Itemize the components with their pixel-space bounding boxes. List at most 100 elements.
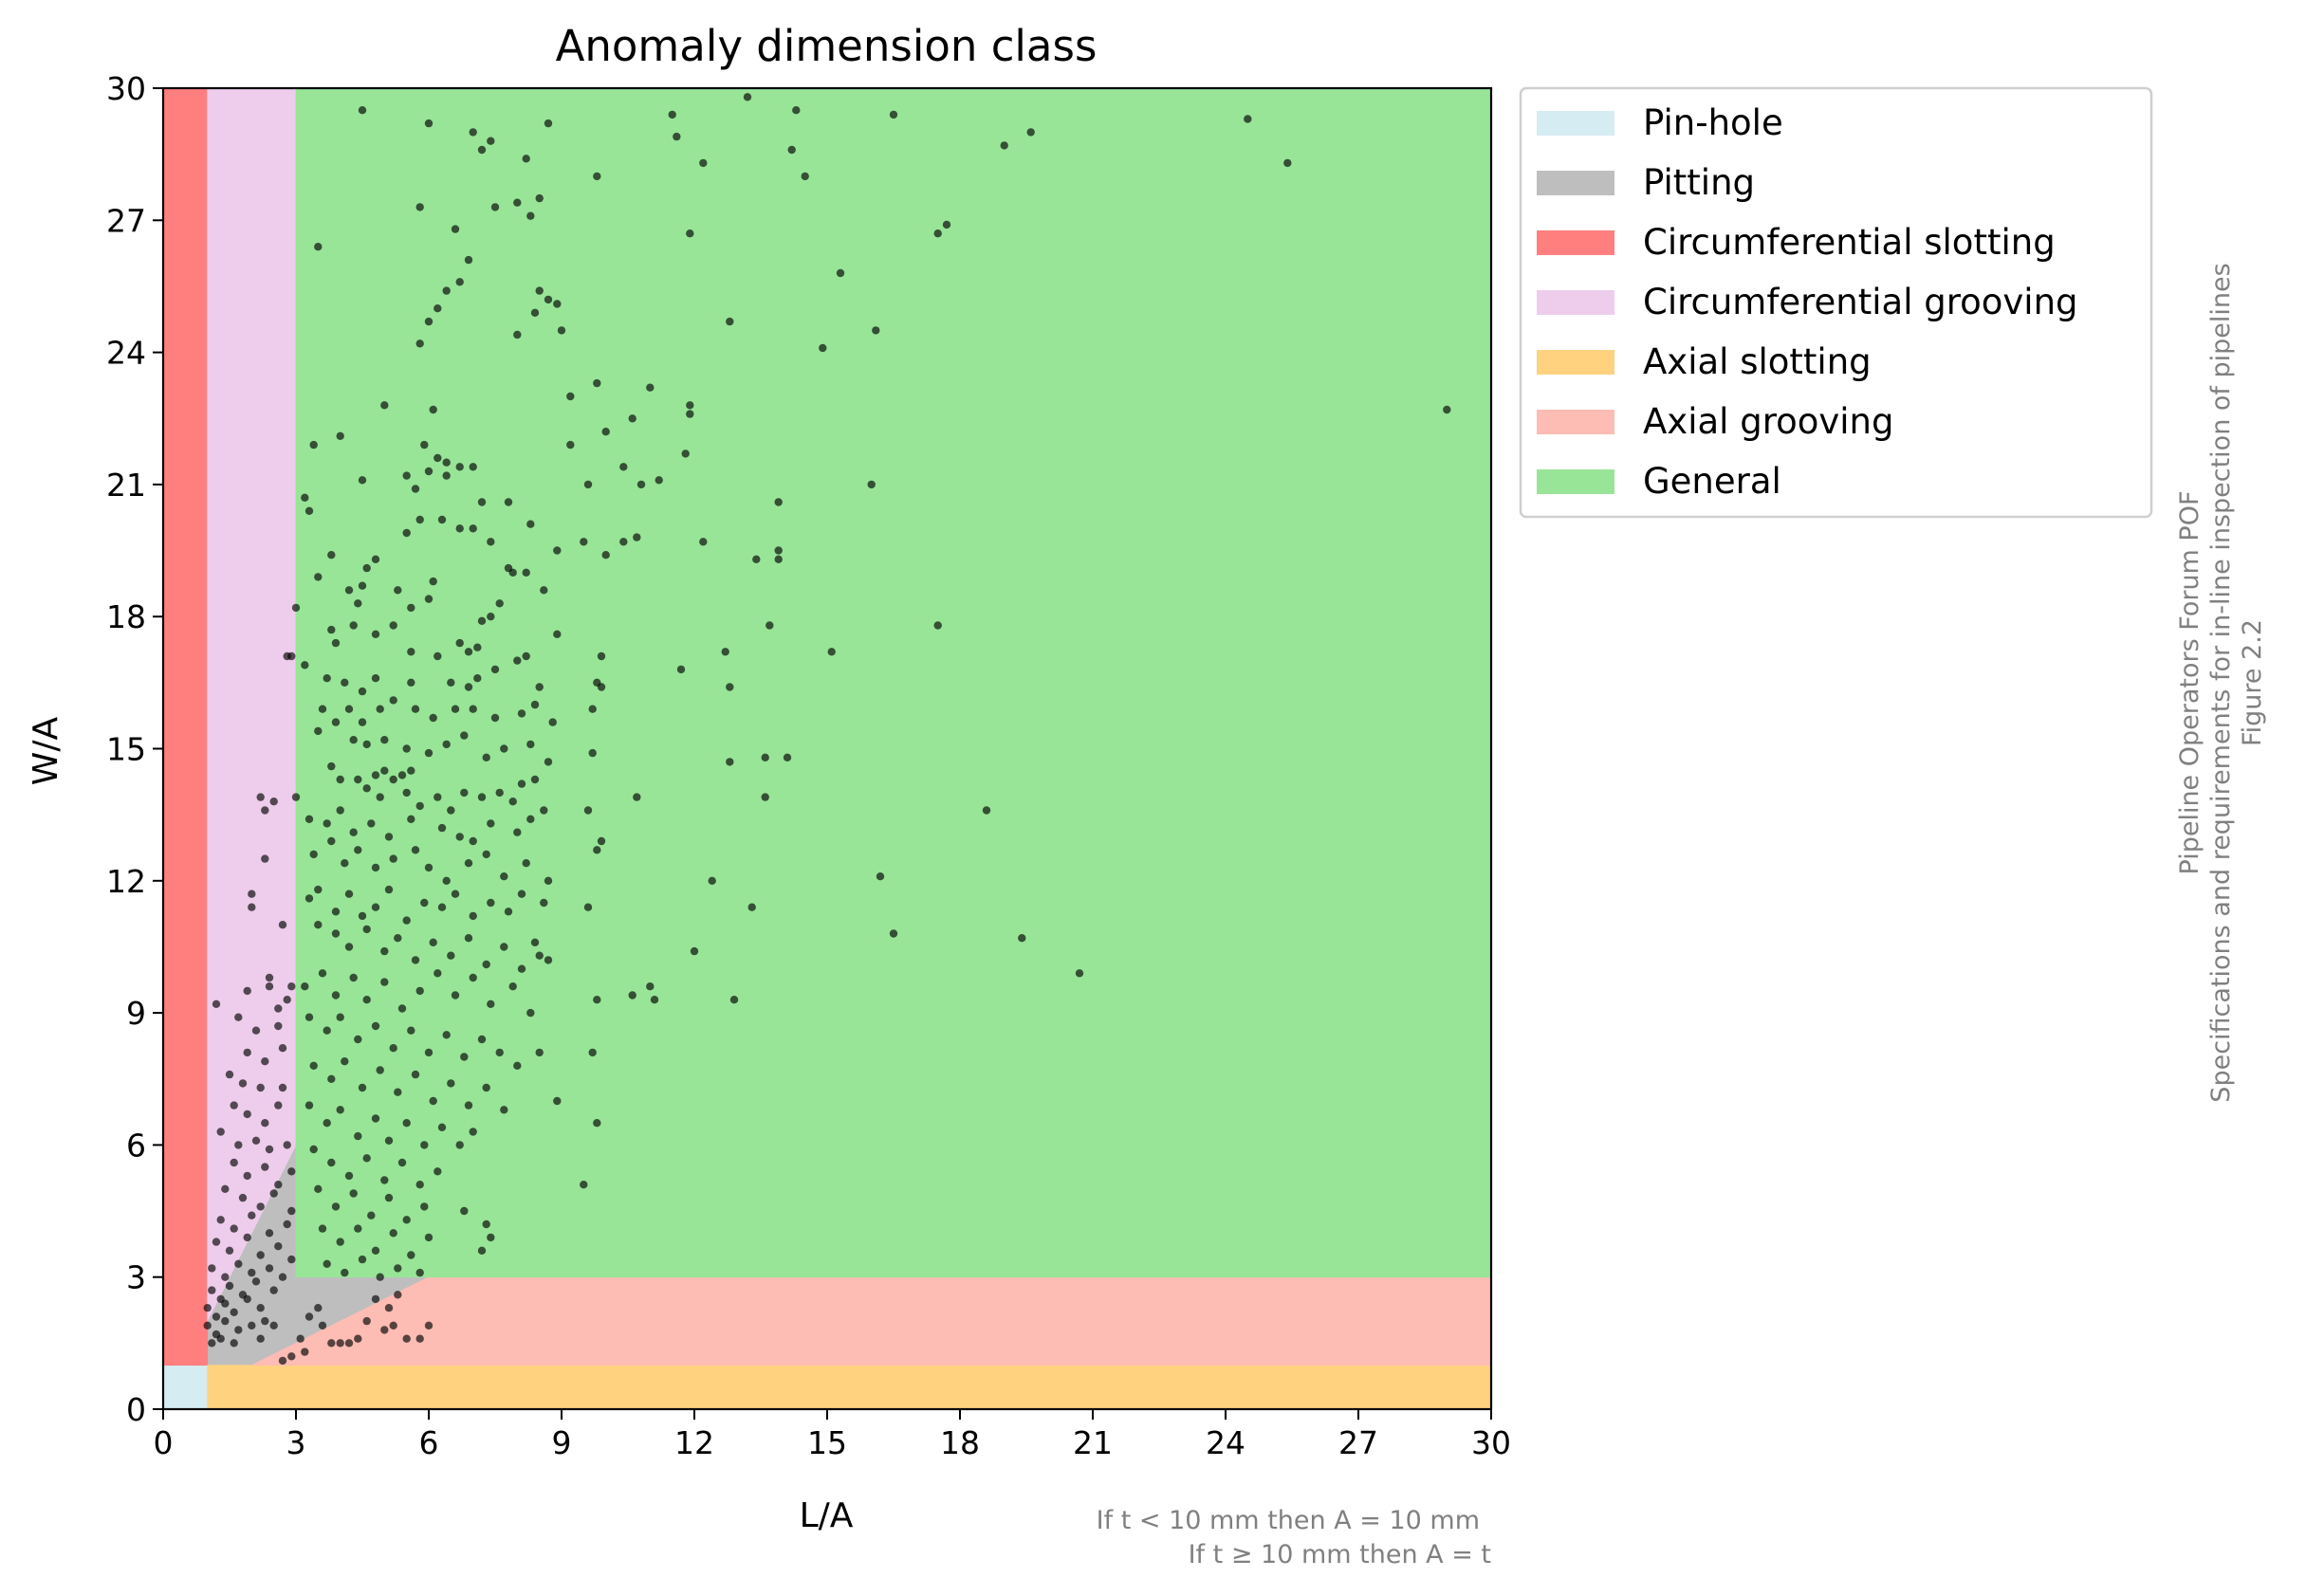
data-point <box>371 555 380 563</box>
data-point <box>415 1334 424 1343</box>
data-point <box>243 1110 251 1119</box>
data-point <box>331 929 341 938</box>
y-tick-label: 27 <box>106 202 146 239</box>
data-point <box>265 982 274 991</box>
y-axis-label: W/A <box>27 716 65 785</box>
data-point <box>318 1224 327 1233</box>
data-point <box>208 1264 216 1273</box>
x-tick-label: 0 <box>154 1424 174 1461</box>
data-point <box>442 1031 451 1039</box>
data-point <box>636 480 646 489</box>
data-point <box>331 718 341 726</box>
data-point <box>535 951 544 960</box>
data-point <box>314 726 323 736</box>
data-point <box>437 515 447 524</box>
data-point <box>344 1171 354 1181</box>
data-point <box>668 110 676 119</box>
data-point <box>530 775 540 784</box>
data-point <box>367 1211 376 1220</box>
legend-label-pin-hole: Pin-hole <box>1643 102 1783 143</box>
data-point <box>380 946 389 956</box>
data-point <box>597 836 606 846</box>
data-point <box>513 656 522 665</box>
data-point <box>221 1273 230 1281</box>
data-point <box>314 885 323 894</box>
data-point <box>402 744 411 753</box>
data-point <box>358 581 367 590</box>
data-point <box>251 1136 261 1146</box>
data-point <box>633 793 641 801</box>
data-point <box>402 1119 411 1128</box>
data-point <box>283 996 291 1004</box>
data-point <box>726 758 734 766</box>
data-point <box>323 1119 331 1128</box>
data-point <box>358 687 367 696</box>
data-point <box>362 563 371 573</box>
data-point <box>429 577 437 586</box>
data-point <box>540 898 548 908</box>
data-point <box>265 1264 274 1273</box>
data-point <box>464 859 473 868</box>
data-point <box>384 1304 394 1312</box>
data-point <box>238 1193 248 1202</box>
data-point <box>327 1074 336 1084</box>
data-point <box>513 1061 522 1071</box>
data-point <box>336 1238 344 1246</box>
data-point <box>411 485 420 493</box>
data-point <box>1018 934 1026 943</box>
legend-box <box>1519 86 2153 519</box>
x-tick-label: 12 <box>674 1424 714 1461</box>
data-point <box>504 498 513 506</box>
data-point <box>301 661 309 670</box>
data-point <box>336 775 344 784</box>
data-point <box>278 1083 287 1092</box>
data-point <box>434 453 442 463</box>
class-regions <box>162 87 1492 1410</box>
data-point <box>633 533 641 541</box>
data-point <box>203 1321 212 1330</box>
data-point <box>362 1154 371 1163</box>
data-point <box>583 806 593 815</box>
data-point <box>287 651 296 661</box>
data-point <box>867 480 876 489</box>
data-point <box>442 876 451 885</box>
data-point <box>331 638 341 648</box>
data-point <box>261 854 269 863</box>
data-point <box>424 119 434 128</box>
source-note-line-1: Pipeline Operators Forum POF <box>2175 491 2205 875</box>
data-point <box>243 986 251 996</box>
legend-swatch-pitting <box>1537 171 1614 195</box>
data-point <box>251 1277 261 1286</box>
data-point <box>482 960 490 969</box>
region-pin-hole <box>162 1365 209 1410</box>
data-point <box>341 1057 349 1066</box>
data-point <box>394 934 402 943</box>
data-point <box>402 1334 411 1343</box>
data-point <box>455 638 464 648</box>
data-point <box>588 1048 597 1057</box>
data-point <box>248 1268 256 1277</box>
data-point <box>234 1259 243 1269</box>
source-note: Pipeline Operators Forum POF Specificati… <box>2175 263 2267 1102</box>
data-point <box>437 903 447 911</box>
data-point <box>371 863 380 872</box>
data-point <box>434 1167 442 1176</box>
data-point <box>597 683 606 691</box>
data-point <box>774 555 783 563</box>
data-point <box>583 480 593 489</box>
data-point <box>336 806 344 815</box>
data-point <box>1443 405 1451 414</box>
data-point <box>265 973 274 982</box>
data-point <box>323 1026 331 1035</box>
data-point <box>225 1281 234 1291</box>
data-point <box>593 172 601 181</box>
x-tick-label: 30 <box>1471 1424 1511 1461</box>
data-point <box>557 326 566 335</box>
data-point <box>327 1339 336 1348</box>
data-point <box>1283 158 1292 168</box>
data-point <box>216 1128 225 1136</box>
data-point <box>389 696 397 705</box>
data-point <box>389 854 397 863</box>
data-point <box>309 1061 318 1071</box>
data-point <box>415 1181 424 1189</box>
